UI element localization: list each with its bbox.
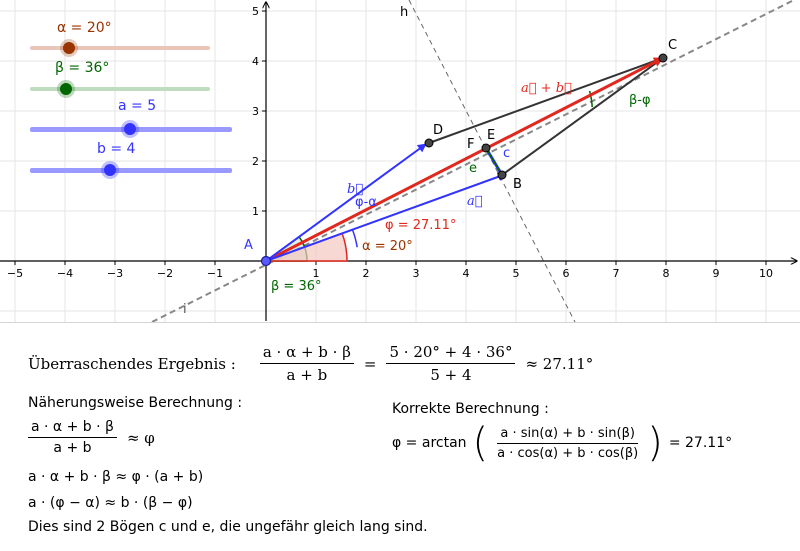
correct-denominator: a · cos(α) + b · cos(β) [497,445,639,461]
correct-fraction: a · sin(α) + b · sin(β) a · cos(α) + b ·… [494,426,641,461]
explanation-panel: Überraschendes Ergebnis : a · α + b · β … [0,322,800,551]
slider-alpha-label: α = 20° [57,20,112,36]
vector-b-label: b⃗ [347,182,363,197]
naive-fraction: a · α + b · β a + b [28,419,117,456]
slider-a-label: a = 5 [118,98,157,114]
naive-numerator: a · α + b · β [28,419,117,438]
y-tick-labels: 1 2 3 4 5 [252,5,259,218]
line-i-label: i [183,302,187,317]
x-tick-label: 5 [513,267,520,280]
point-D-label: D [433,123,443,138]
y-tick-label: 5 [252,5,259,18]
point-C-label: C [668,38,677,53]
point-B[interactable] [497,170,507,180]
surprise-numerator-values: 5 · 20° + 4 · 36° [386,343,516,364]
segment-c-label: c [503,146,510,161]
x-tick-labels: −5 −4 −3 −2 −1 1 2 3 4 5 6 7 8 9 10 [7,267,773,280]
x-tick-label: 10 [759,267,773,280]
surprise-result: ≈ 27.11° [525,354,594,373]
y-tick-label: 4 [252,55,259,68]
correct-title: Korrekte Berechnung : [392,401,549,417]
correct-numerator: a · sin(α) + b · sin(β) [497,426,638,444]
surprise-fraction: a · α + b · β a + b [259,343,354,384]
equals-sign: = [363,354,377,373]
correct-formula-row: φ = arctan ( a · sin(α) + b · sin(β) a ·… [392,423,732,463]
beta-phi-label: β-φ [629,93,651,108]
naive-line-3: a · (φ − α) ≈ b · (β − φ) [28,495,193,511]
slider-a-handle[interactable] [124,123,136,135]
point-A-label: A [244,238,253,253]
line-i[interactable] [151,0,800,322]
point-D[interactable] [424,138,434,148]
naive-line-2: a · α + b · β ≈ φ · (a + b) [28,469,204,485]
x-tick-label: −2 [157,267,173,280]
graphics-view[interactable]: −5 −4 −3 −2 −1 1 2 3 4 5 6 7 8 9 10 1 2 … [0,0,800,322]
vector-a[interactable] [265,172,507,262]
phi-alpha-label: φ-α [355,195,377,210]
x-tick-label: −1 [207,267,223,280]
slider-b-track[interactable] [30,168,232,173]
y-tick-label: 2 [252,155,259,168]
phi-label: φ = 27.11° [385,218,456,233]
slider-alpha-track[interactable] [30,46,210,50]
x-tick-label: −5 [7,267,23,280]
line-h-label: h [400,5,408,20]
beta-angle-label: β = 36° [271,279,322,294]
naive-fraction-row: a · α + b · β a + b ≈ φ [28,419,155,456]
slider-beta-track[interactable] [30,87,210,91]
slider-alpha-handle[interactable] [63,42,75,54]
slider-beta-label: β = 36° [55,60,110,76]
x-tick-label: 2 [363,267,370,280]
point-B-label: B [513,177,522,192]
surprise-denominator: a + b [286,366,328,384]
segment-B-C[interactable] [501,57,664,176]
y-tick-label: 3 [252,105,259,118]
right-paren: ) [647,420,663,466]
correct-lhs: φ = arctan [392,435,467,451]
vector-sum-label: a⃗ + b⃗ [521,81,572,96]
beta-phi-arc [588,90,593,108]
surprise-fraction-values: 5 · 20° + 4 · 36° 5 + 4 [386,343,516,384]
x-tick-label: −4 [57,267,73,280]
naive-rhs: ≈ φ [126,428,155,447]
slider-beta-handle[interactable] [60,83,72,95]
y-tick-label: 1 [252,205,259,218]
segment-e-label: e [469,161,477,176]
x-tick-label: 9 [713,267,720,280]
segment-e[interactable] [485,147,503,176]
left-paren: ( [472,420,489,466]
point-C[interactable] [658,53,668,63]
x-tick-label: 8 [663,267,670,280]
point-E-label: E [487,128,495,143]
point-F-label: F [467,137,474,152]
vector-b[interactable] [265,143,427,262]
correct-result: = 27.11° [668,435,733,451]
alpha-angle-label: α = 20° [362,239,413,254]
x-tick-label: 3 [413,267,420,280]
conclusion-text: Dies sind 2 Bögen c und e, die ungefähr … [28,519,428,535]
x-tick-label: 6 [563,267,570,280]
x-tick-label: 7 [613,267,620,280]
axes [0,2,797,321]
surprise-denominator-values: 5 + 4 [430,366,472,384]
grid [0,0,800,322]
point-F[interactable] [481,143,491,153]
x-tick-label: 4 [463,267,470,280]
slider-b-handle[interactable] [104,164,116,176]
x-tick-label: 1 [313,267,320,280]
phi-alpha-arc [351,229,358,248]
surprise-label: Überraschendes Ergebnis : [28,354,236,373]
x-tick-label: −3 [107,267,123,280]
surprise-result-row: Überraschendes Ergebnis : a · α + b · β … [28,343,593,384]
slider-b-label: b = 4 [97,141,136,157]
naive-title: Näherungsweise Berechnung : [28,395,243,411]
segment-D-C[interactable] [428,57,664,144]
surprise-numerator: a · α + b · β [259,343,354,364]
point-A[interactable] [260,255,272,267]
vector-sum[interactable] [265,56,664,263]
vector-a-label: a⃗ [467,194,483,209]
naive-denominator: a + b [53,440,92,456]
